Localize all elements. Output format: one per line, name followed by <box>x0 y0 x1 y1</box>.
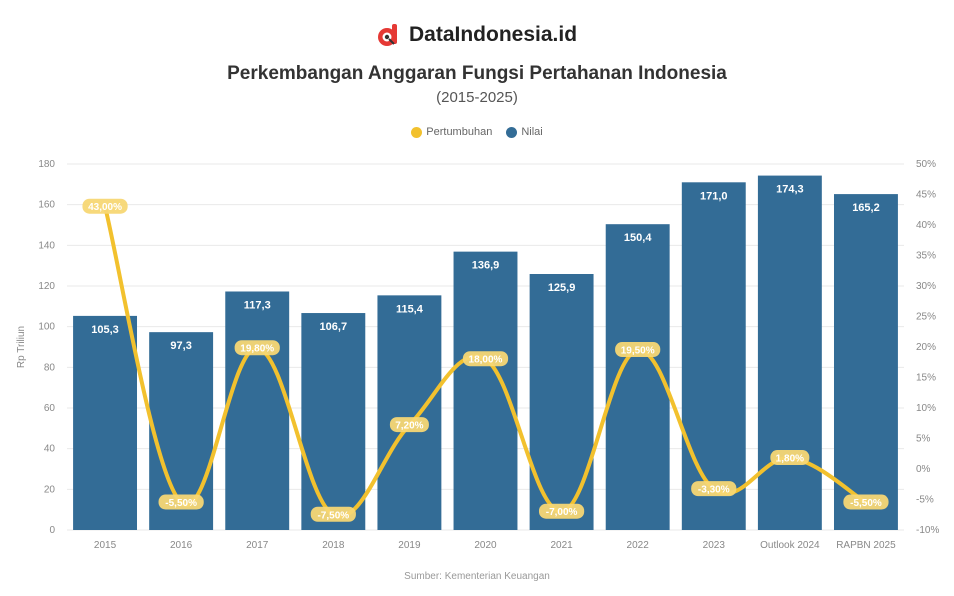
y2-tick-label: 50% <box>916 159 936 170</box>
line-data-label: -7,00% <box>546 507 578 518</box>
legend-swatch-nilai <box>506 126 518 138</box>
y2-tick-label: -5% <box>916 495 934 506</box>
y2-tick-label: -10% <box>916 525 939 536</box>
line-data-label: 7,20% <box>395 421 423 432</box>
bar-data-label: 125,9 <box>548 282 576 294</box>
line-label-bg <box>615 342 661 358</box>
x-tick-label: 2016 <box>170 540 193 551</box>
bar-data-label: 174,3 <box>776 184 804 196</box>
y2-tick-label: 20% <box>916 342 936 353</box>
bar-nilai[interactable] <box>377 295 442 530</box>
bar-data-label: 171,0 <box>700 190 728 202</box>
line-label-bg <box>843 494 889 510</box>
legend-item-nilai[interactable]: Nilai <box>506 126 543 138</box>
bar-data-label: 106,7 <box>320 321 348 333</box>
chart-title: Perkembangan Anggaran Fungsi Pertahanan … <box>227 63 727 84</box>
bar-nilai[interactable] <box>225 291 290 530</box>
y-tick-label: 20 <box>44 484 56 495</box>
line-data-label: 18,00% <box>469 355 503 366</box>
x-tick-label: 2020 <box>474 540 497 551</box>
line-data-label: 19,80% <box>240 344 274 355</box>
y-tick-label: 120 <box>38 281 55 292</box>
bar-nilai[interactable] <box>757 175 822 530</box>
y-tick-label: 60 <box>44 403 56 414</box>
y-tick-label: 40 <box>44 444 56 455</box>
bar-data-label: 117,3 <box>244 299 271 311</box>
y2-tick-label: 25% <box>916 312 936 323</box>
brand-name: DataIndonesia.id <box>408 23 578 46</box>
line-data-label: 1,80% <box>776 454 804 465</box>
line-label-bg <box>538 503 585 519</box>
x-tick-label: 2015 <box>94 540 117 551</box>
line-label-bg <box>691 481 737 497</box>
chart-subtitle: (2015-2025) <box>436 89 518 106</box>
bar-nilai[interactable] <box>453 251 518 531</box>
dataindonesia-logo-icon <box>377 24 397 46</box>
y-tick-label: 140 <box>38 240 55 251</box>
x-tick-label: 2017 <box>246 540 269 551</box>
line-label-bg <box>389 417 429 433</box>
source-note: Sumber: Kementerian Keuangan <box>404 571 550 582</box>
y-tick-label: 80 <box>44 362 56 373</box>
y-tick-label: 180 <box>38 159 55 170</box>
y2-tick-label: 40% <box>916 220 936 231</box>
bar-nilai[interactable] <box>833 194 898 531</box>
chart-legend: Pertumbuhan Nilai <box>0 124 954 140</box>
x-tick-label: 2022 <box>627 540 650 551</box>
x-tick-label: Outlook 2024 <box>760 540 820 551</box>
line-data-label: -5,50% <box>165 498 197 509</box>
line-label-bg <box>462 351 509 367</box>
bar-data-label: 105,3 <box>91 324 119 336</box>
line-data-label: 43,00% <box>88 202 122 213</box>
line-label-bg <box>310 506 356 522</box>
x-tick-label: 2019 <box>398 540 421 551</box>
brand-header: DataIndonesia.id <box>0 20 954 50</box>
x-tick-label: RAPBN 2025 <box>836 540 896 551</box>
bar-data-label: 165,2 <box>852 202 880 214</box>
bar-nilai[interactable] <box>681 182 746 531</box>
y-tick-label: 100 <box>38 322 55 333</box>
line-label-bg <box>158 494 204 510</box>
y2-tick-label: 15% <box>916 373 936 384</box>
legend-label-nilai: Nilai <box>521 126 543 138</box>
bar-data-label: 136,9 <box>472 260 500 272</box>
bar-data-label: 115,4 <box>396 303 424 315</box>
line-label-bg <box>82 198 128 214</box>
y2-tick-label: 45% <box>916 190 936 201</box>
y-tick-label: 0 <box>49 525 55 536</box>
legend-item-pertumbuhan[interactable]: Pertumbuhan <box>411 126 492 138</box>
y-axis-title: Rp Triliun <box>16 326 27 368</box>
line-label-bg <box>770 450 810 466</box>
y2-tick-label: 10% <box>916 403 936 414</box>
bar-data-label: 97,3 <box>170 340 191 352</box>
bar-nilai[interactable] <box>529 274 594 530</box>
line-data-label: 19,50% <box>621 346 655 357</box>
y2-tick-label: 35% <box>916 251 936 262</box>
line-data-label: -7,50% <box>317 510 349 521</box>
bar-data-label: 150,4 <box>624 232 652 244</box>
x-tick-label: 2021 <box>550 540 573 551</box>
line-label-bg <box>234 340 280 356</box>
legend-swatch-pertumbuhan <box>411 126 423 138</box>
line-data-label: -3,30% <box>698 485 730 496</box>
y2-tick-label: 30% <box>916 281 936 292</box>
x-tick-label: 2018 <box>322 540 345 551</box>
line-data-label: -5,50% <box>850 498 882 509</box>
y2-tick-label: 5% <box>916 434 931 445</box>
bar-nilai[interactable] <box>73 315 138 530</box>
y2-tick-label: 0% <box>916 464 931 475</box>
x-tick-label: 2023 <box>703 540 726 551</box>
bar-nilai[interactable] <box>301 313 366 530</box>
y-tick-label: 160 <box>38 200 55 211</box>
legend-label-pertumbuhan: Pertumbuhan <box>426 126 493 138</box>
